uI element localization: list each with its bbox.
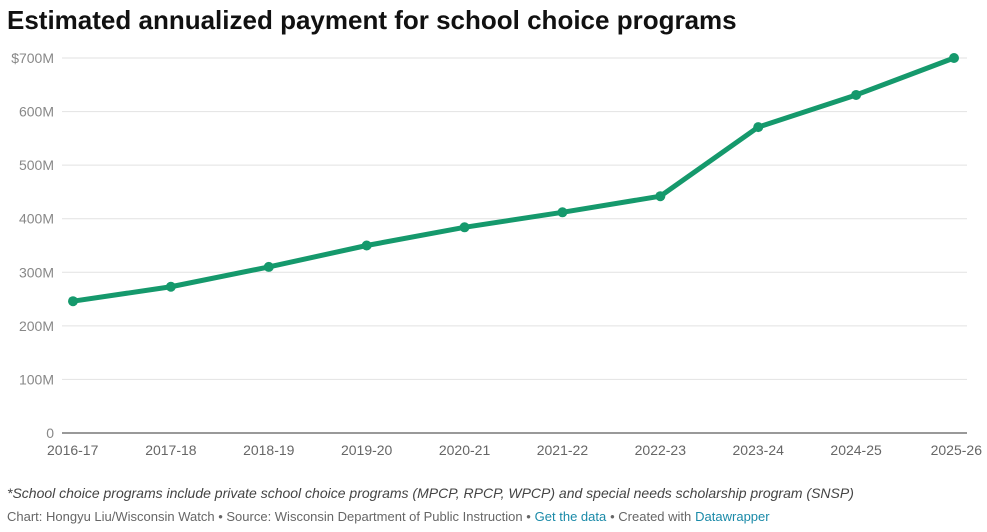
point: [753, 122, 764, 133]
credits: Chart: Hongyu Liu/Wisconsin Watch • Sour…: [7, 508, 770, 524]
point: [165, 281, 176, 292]
tool-link[interactable]: Datawrapper: [695, 509, 770, 524]
point: [361, 240, 372, 251]
point: [655, 191, 666, 202]
y-tick-label: 500M: [19, 157, 54, 173]
created-with: • Created with: [610, 509, 691, 524]
credit: Chart: Hongyu Liu/Wisconsin Watch • Sour…: [7, 509, 531, 524]
y-tick-label: 300M: [19, 264, 54, 280]
point: [949, 53, 959, 63]
x-tick-label: 2017-18: [145, 442, 197, 458]
data-link[interactable]: Get the data: [535, 509, 607, 524]
x-tick-label: 2020-21: [439, 442, 491, 458]
y-tick-label: 200M: [19, 318, 54, 334]
note: *School choice programs include private …: [7, 485, 854, 501]
y-tick-label: 100M: [19, 371, 54, 387]
x-tick-label: 2016-17: [47, 442, 99, 458]
x-tick-label: 2024-25: [830, 442, 882, 458]
x-tick-label: 2019-20: [341, 442, 393, 458]
x-tick-label: 2021-22: [537, 442, 589, 458]
line: [70, 55, 957, 304]
chart-title: Estimated annualized payment for school …: [7, 5, 737, 35]
y-tick-label: 400M: [19, 211, 54, 227]
x-tick-label: 2018-19: [243, 442, 295, 458]
point: [68, 296, 78, 307]
y-tick-label: 600M: [19, 104, 54, 120]
point: [851, 89, 862, 100]
point: [263, 261, 274, 272]
x-tick-label: 2022-23: [635, 442, 687, 458]
x-tick-label: 2025-26: [931, 442, 983, 458]
point: [557, 207, 568, 218]
point: [459, 222, 470, 233]
y-tick-label: 0: [46, 425, 54, 441]
x-tick-label: 2023-24: [733, 442, 785, 458]
y-tick-label: $700M: [11, 50, 54, 66]
